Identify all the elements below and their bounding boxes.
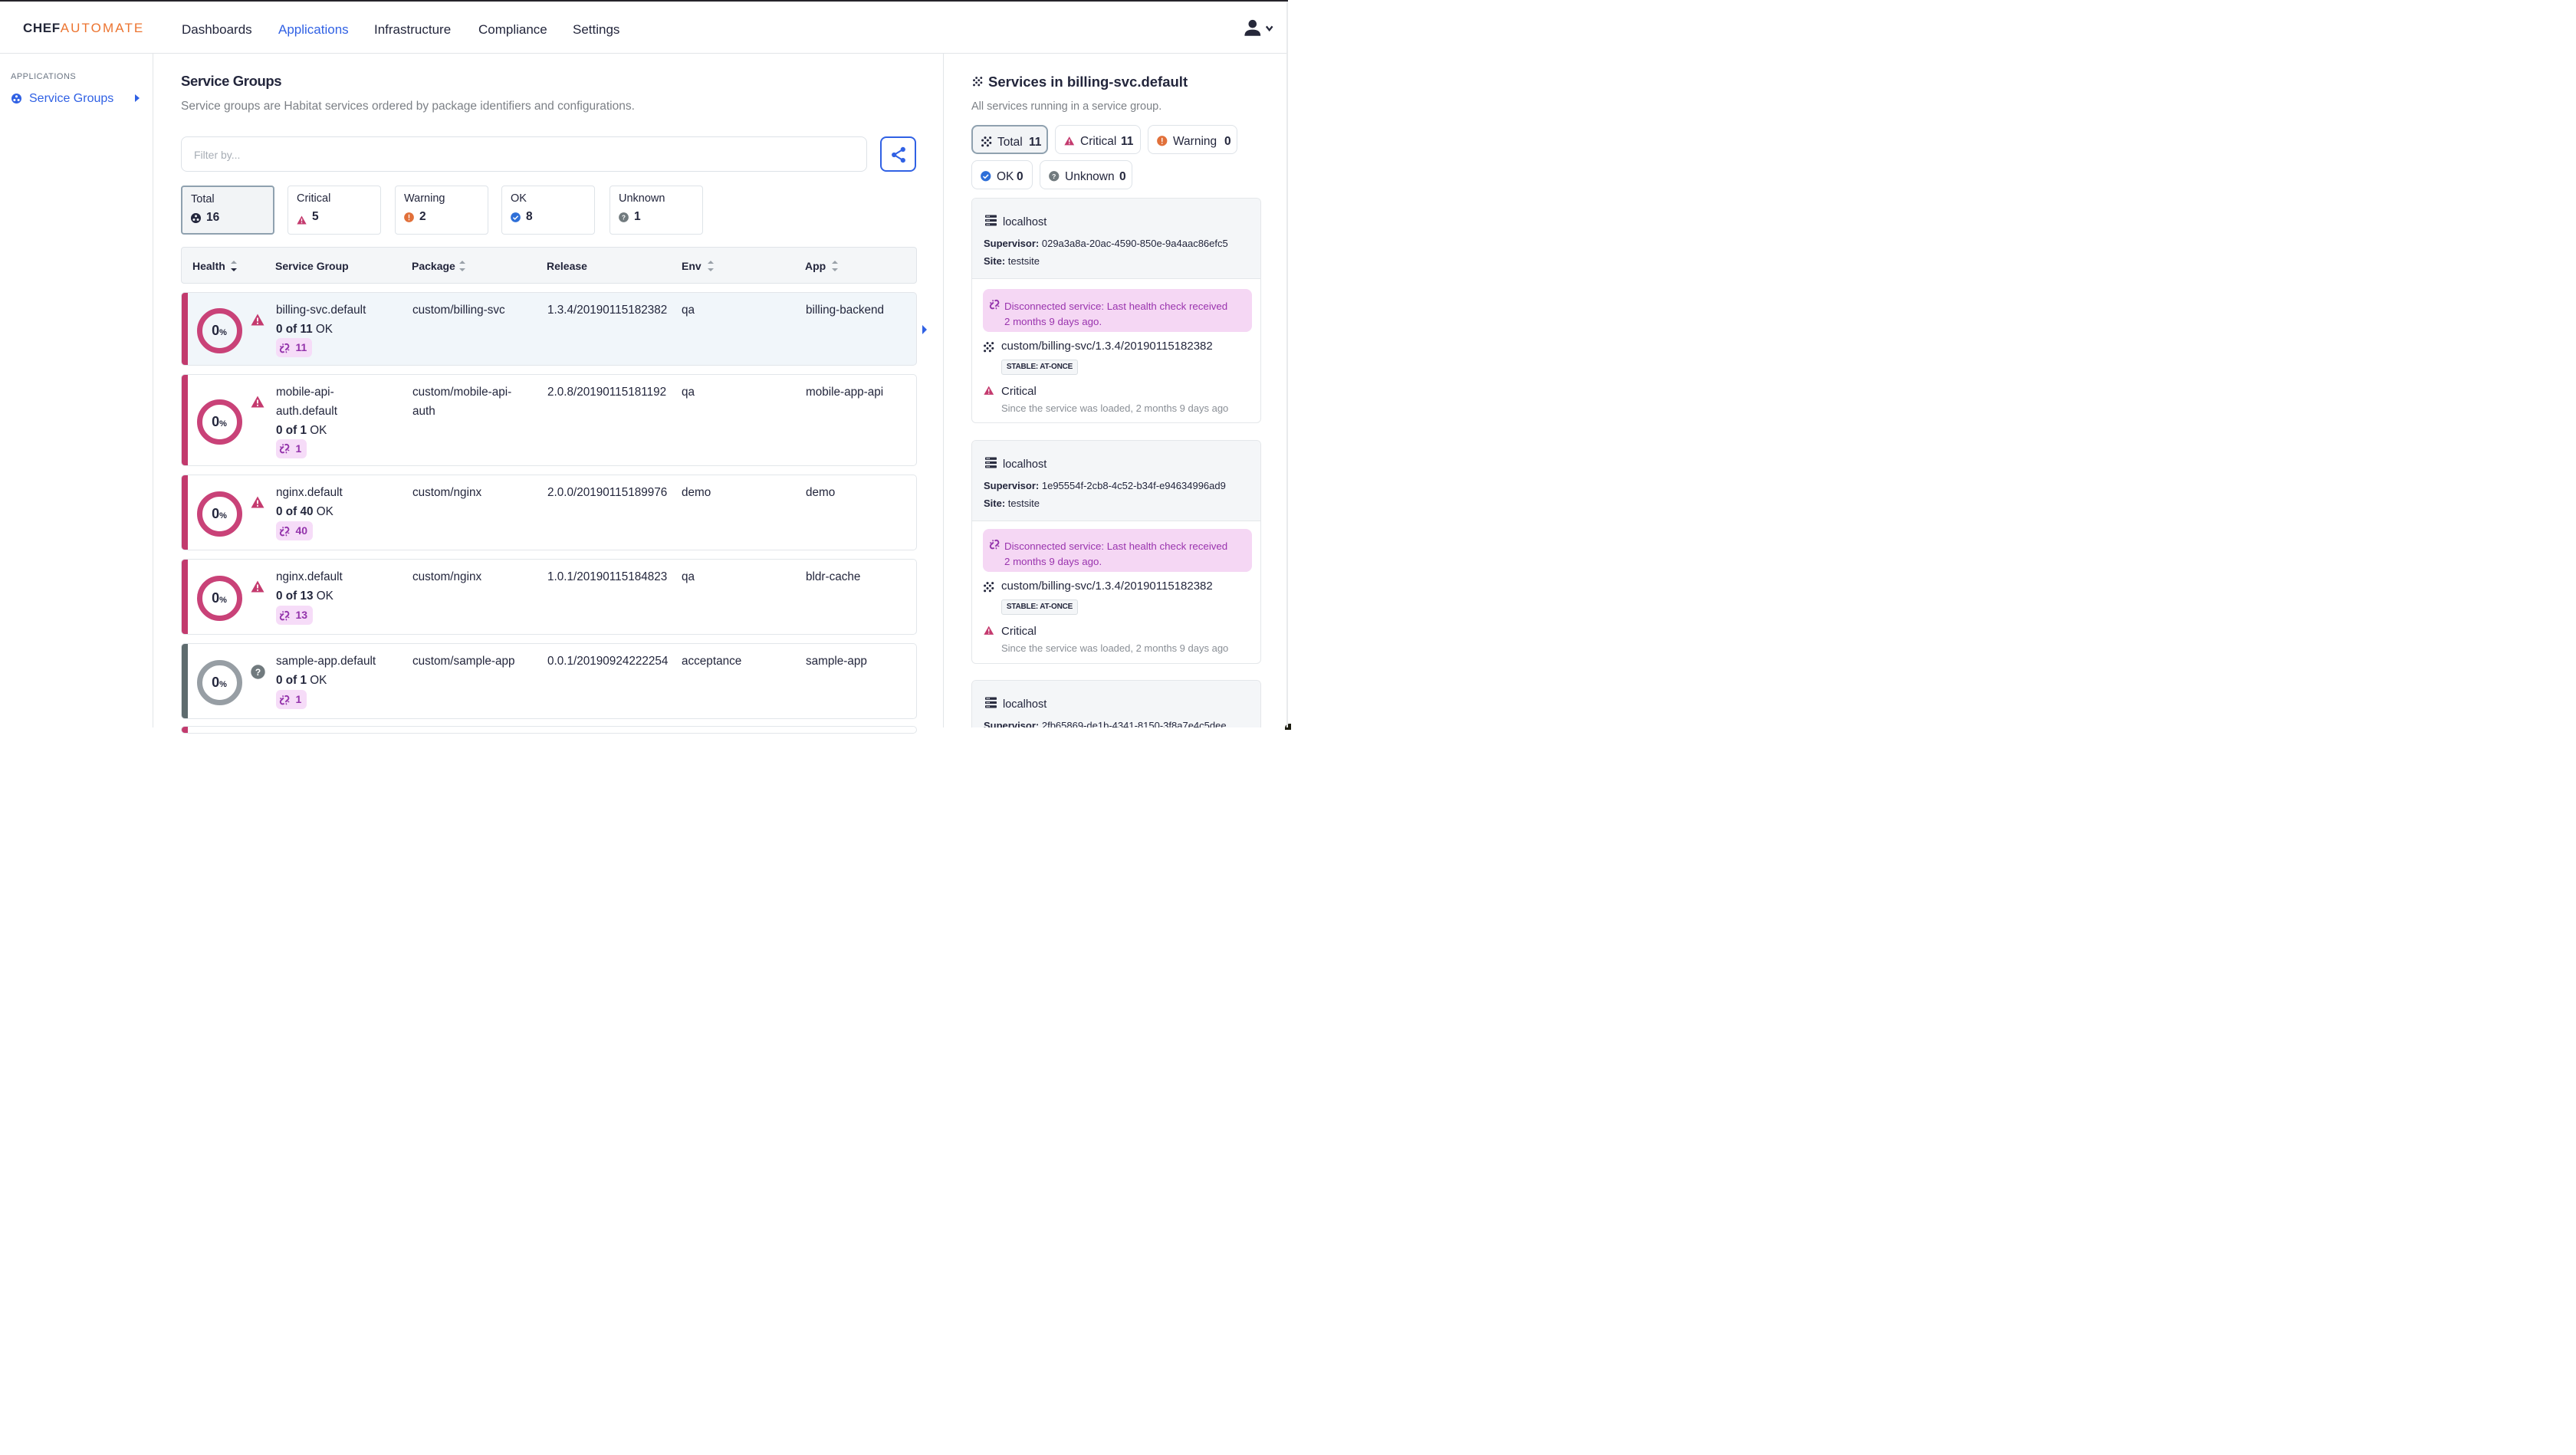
svg-text:?: ? bbox=[255, 667, 261, 678]
svg-text:?: ? bbox=[1052, 172, 1056, 180]
svg-text:?: ? bbox=[622, 214, 626, 221]
